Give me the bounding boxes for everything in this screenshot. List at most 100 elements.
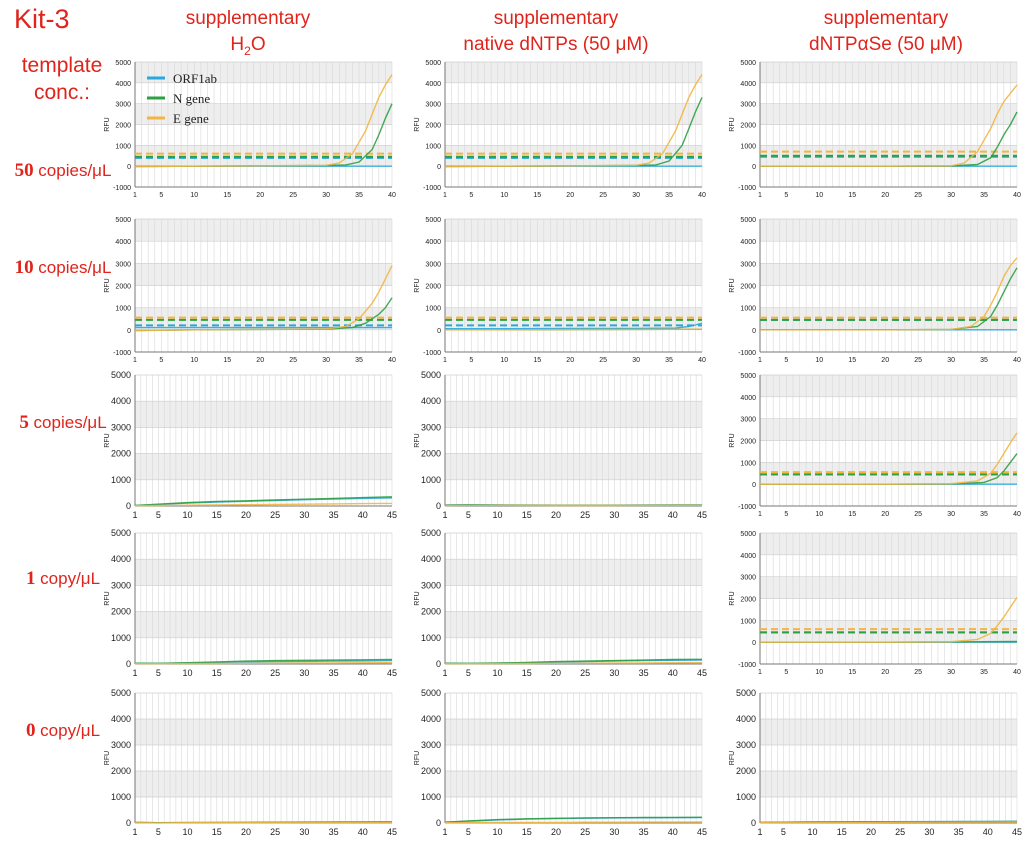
row-label-1: 1 copy/μL	[10, 568, 116, 590]
x-tick-label: 1	[133, 192, 137, 199]
y-axis-label: RFU	[414, 591, 421, 605]
y-tick-label: 1000	[111, 475, 131, 485]
y-tick-label: 1000	[421, 792, 441, 802]
series-line	[134, 265, 393, 332]
y-tick-label: 1000	[740, 143, 756, 150]
y-tick-label: 3000	[425, 102, 441, 109]
series-line	[760, 597, 1018, 643]
x-tick-label: 5	[159, 192, 163, 199]
x-tick-label: 40	[698, 192, 706, 199]
x-tick-label: 20	[256, 357, 264, 364]
y-axis-label: RFU	[104, 591, 111, 605]
grid-band	[135, 219, 392, 242]
y-tick-label: 1000	[740, 460, 756, 467]
column-header-line2: H2O	[118, 32, 378, 64]
series-line	[760, 84, 1018, 167]
x-tick-label: 25	[289, 357, 297, 364]
y-tick-label: 2000	[740, 439, 756, 446]
x-tick-label: 30	[924, 827, 934, 837]
x-tick-label: 25	[914, 192, 922, 199]
x-tick-label: 30	[947, 511, 955, 518]
y-axis-label: RFU	[414, 117, 421, 131]
x-tick-label: 25	[580, 668, 590, 678]
x-tick-label: 35	[355, 357, 363, 364]
x-tick-label: 15	[223, 192, 231, 199]
x-tick-label: 30	[947, 669, 955, 676]
series-line	[445, 662, 703, 665]
y-tick-label: 1000	[425, 306, 441, 313]
x-tick-label: 25	[580, 510, 590, 520]
x-tick-label: 10	[190, 357, 198, 364]
x-tick-label: 40	[1013, 192, 1021, 199]
y-tick-label: 3000	[111, 580, 131, 590]
x-tick-label: 15	[212, 510, 222, 520]
x-tick-label: 30	[947, 192, 955, 199]
y-tick-label: 1000	[740, 306, 756, 313]
column-header-line1: supplementary	[185, 8, 311, 29]
y-tick-label: 0	[437, 328, 441, 335]
row-label-number: 50	[14, 160, 34, 181]
y-axis-label: RFU	[729, 751, 736, 765]
y-tick-label: 0	[436, 659, 441, 669]
y-axis-label: RFU	[729, 278, 736, 292]
x-tick-label: 15	[223, 357, 231, 364]
y-tick-label: 3000	[115, 261, 131, 268]
y-tick-label: 4000	[111, 714, 131, 724]
x-tick-label: 40	[388, 357, 396, 364]
x-tick-label: 40	[668, 510, 678, 520]
y-tick-label: 2000	[115, 123, 131, 130]
x-tick-label: 5	[469, 192, 473, 199]
x-tick-label: 35	[665, 357, 673, 364]
row-label-number: 1	[25, 568, 36, 589]
column-header-line1: supplementary	[493, 8, 619, 29]
y-tick-label: 2000	[740, 284, 756, 291]
y-tick-label: 5000	[740, 217, 756, 224]
x-tick-label: 25	[580, 827, 590, 837]
x-tick-label: 35	[665, 192, 673, 199]
x-tick-label: 1	[442, 827, 447, 837]
grid-band	[135, 145, 392, 167]
y-tick-label: 5000	[740, 531, 756, 538]
y-axis-label: RFU	[729, 591, 736, 605]
y-tick-label: 0	[126, 659, 131, 669]
column-header-line2: native dNTPs (50 μM)	[463, 34, 649, 55]
x-tick-label: 35	[355, 192, 363, 199]
y-axis-label: RFU	[104, 433, 111, 447]
x-tick-label: 15	[522, 827, 532, 837]
y-tick-label: 1000	[425, 143, 441, 150]
x-tick-label: 10	[493, 827, 503, 837]
x-tick-label: 40	[983, 827, 993, 837]
y-tick-label: 0	[752, 482, 756, 489]
row-label-number: 0	[25, 720, 36, 741]
x-tick-label: 10	[815, 669, 823, 676]
x-tick-label: 15	[522, 668, 532, 678]
grid-band	[135, 263, 392, 286]
x-tick-label: 20	[881, 511, 889, 518]
series-line	[135, 662, 393, 665]
grid-band	[760, 375, 1017, 397]
x-tick-label: 10	[493, 510, 503, 520]
x-tick-label: 40	[358, 827, 368, 837]
x-tick-label: 5	[156, 668, 161, 678]
x-tick-label: 20	[241, 510, 251, 520]
x-tick-label: 45	[387, 827, 397, 837]
y-tick-label: 4000	[421, 396, 441, 406]
x-tick-label: 40	[698, 357, 706, 364]
y-tick-label: 4000	[421, 554, 441, 564]
y-tick-label: -1000	[738, 350, 756, 357]
x-tick-label: 15	[533, 192, 541, 199]
y-tick-label: 5000	[421, 370, 441, 380]
x-tick-label: 10	[183, 668, 193, 678]
y-tick-label: 3000	[115, 102, 131, 109]
x-tick-label: 1	[443, 192, 447, 199]
x-tick-label: 25	[270, 827, 280, 837]
y-axis-label: RFU	[729, 433, 736, 447]
y-tick-label: 2000	[421, 449, 441, 459]
y-tick-label: 3000	[736, 740, 756, 750]
x-tick-label: 30	[299, 510, 309, 520]
x-tick-label: 25	[599, 192, 607, 199]
x-tick-label: 15	[522, 510, 532, 520]
